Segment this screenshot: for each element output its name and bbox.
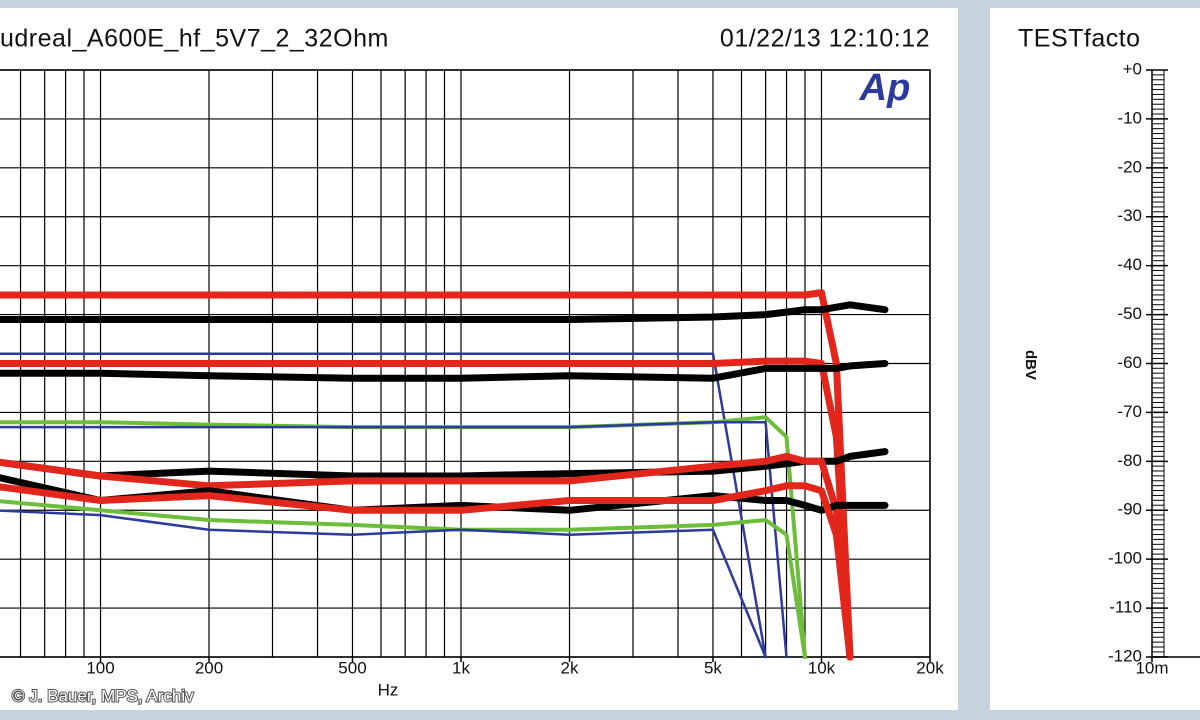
y-tick-label: -50 — [1117, 304, 1142, 323]
logo: Ap — [859, 67, 911, 109]
chart-title: udreal_A600E_hf_5V7_2_32Ohm — [0, 25, 389, 53]
x-tick-label: 100 — [86, 658, 114, 677]
y-axis-label: dBV — [1022, 350, 1039, 380]
y-tick-label: -90 — [1117, 500, 1142, 519]
credit: © J. Bauer, MPS, Archiv — [12, 686, 194, 705]
right-panel — [990, 8, 1200, 710]
y-tick-label: -20 — [1117, 157, 1142, 176]
series-line — [0, 360, 889, 382]
chart-title: TESTfacto — [1018, 25, 1141, 53]
left-chart: 100 200 500 1k 2k 5k 10k 20k udreal_A600E_hf_5V7… — [0, 25, 944, 699]
y-tick-label: +0 — [1123, 59, 1142, 78]
y-tick-label: -110 — [1109, 598, 1142, 617]
x-axis-label: Hz — [378, 680, 399, 699]
series-line — [0, 499, 807, 659]
y-tick-label: -120 — [1108, 646, 1142, 665]
series-line — [0, 482, 854, 661]
x-tick-label: 10m — [1135, 658, 1168, 677]
series-line — [0, 357, 854, 661]
chart-date: 01/22/13 12:10:12 — [720, 25, 930, 53]
x-tick-label: 10k — [808, 658, 836, 677]
series-line — [0, 452, 854, 661]
x-tick-label: 200 — [195, 658, 223, 677]
y-tick-label: -10 — [1117, 108, 1142, 127]
y-tick-label: -80 — [1117, 451, 1142, 470]
x-tick-label: 2k — [561, 658, 579, 677]
series-line — [0, 289, 854, 661]
y-tick-label: -30 — [1117, 206, 1142, 225]
x-tick-label: 1k — [452, 658, 470, 677]
series-line — [0, 352, 767, 659]
series-line — [0, 301, 889, 323]
y-tick-label: -100 — [1108, 549, 1142, 568]
x-tick-label: 500 — [338, 658, 366, 677]
series-line — [0, 509, 767, 659]
x-tick-label: 20k — [916, 658, 944, 677]
y-tick-label: -60 — [1117, 353, 1142, 372]
series-line — [0, 420, 788, 659]
series-line — [0, 448, 889, 480]
y-tick-label: -40 — [1117, 255, 1142, 274]
y-tick-label: -70 — [1117, 402, 1142, 421]
x-tick-label: 5k — [704, 658, 722, 677]
right-chart: +0 -10 -20 -30 -40 -50 -60 -70 -80 -90 -100 -110 -12… — [1018, 25, 1200, 677]
